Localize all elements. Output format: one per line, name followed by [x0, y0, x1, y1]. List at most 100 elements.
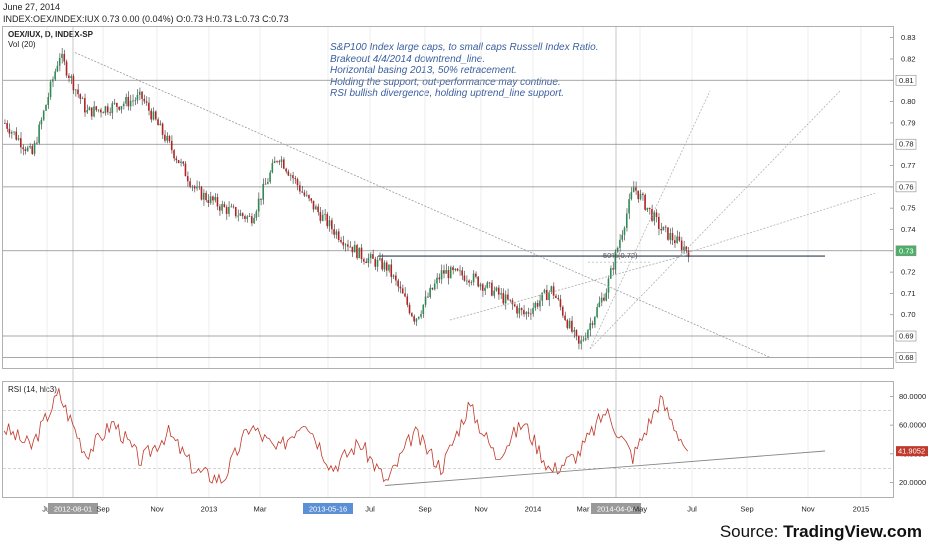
- price-pane[interactable]: [2, 26, 894, 369]
- candle-body: [589, 323, 591, 331]
- candle-body: [561, 306, 564, 316]
- candle-body: [205, 192, 207, 201]
- candle-body: [81, 98, 84, 99]
- time-axis-label: Jul: [42, 505, 52, 514]
- candle-body: [472, 273, 475, 283]
- candle-body: [388, 264, 390, 271]
- note-line: Brakeout 4/4/2014 downtrend_line.: [330, 53, 486, 65]
- price-tick-label: 0.83: [901, 33, 916, 42]
- candle-body: [680, 240, 683, 250]
- candle-body: [152, 111, 155, 120]
- candle-body: [511, 300, 514, 305]
- candle-body: [15, 131, 18, 140]
- time-axis-label: 2013: [201, 505, 218, 514]
- candle-body: [685, 246, 688, 251]
- candle-body: [525, 312, 527, 315]
- candle-body: [122, 103, 125, 107]
- candle-body: [260, 198, 262, 200]
- candle-body: [406, 296, 409, 305]
- candle-body: [655, 212, 658, 217]
- candle-body: [127, 96, 130, 107]
- candle-body: [212, 196, 214, 201]
- candle-body: [228, 206, 230, 214]
- candle-body: [276, 161, 278, 162]
- time-axis-label: Nov: [150, 505, 164, 514]
- candle-body: [493, 290, 495, 296]
- candle-body: [587, 330, 589, 339]
- candle-body: [552, 286, 555, 296]
- candle-body: [308, 195, 310, 199]
- candle-body: [369, 254, 372, 258]
- candle-body: [253, 217, 255, 224]
- candle-body: [582, 339, 585, 341]
- price-tick-label: 0.80: [901, 97, 916, 106]
- candle-body: [395, 275, 397, 281]
- candle-body: [653, 212, 656, 221]
- time-axis-label: 2014: [525, 505, 542, 514]
- candle-body: [609, 268, 612, 279]
- symbol-label: OEX/IUX, D, INDEX-SP: [8, 30, 93, 39]
- candle-body: [491, 282, 493, 296]
- candle-body: [63, 53, 66, 62]
- candle-body: [593, 316, 596, 325]
- candle-body: [619, 239, 621, 248]
- candle-body: [186, 176, 189, 182]
- candle-body: [374, 258, 377, 267]
- candle-body: [120, 106, 123, 110]
- candle-body: [584, 338, 587, 340]
- candle-body: [577, 335, 580, 344]
- candle-body: [310, 198, 313, 201]
- candle-body: [347, 244, 349, 247]
- candle-body: [431, 287, 434, 290]
- price-tick-label: 0.70: [901, 310, 916, 319]
- candle-body: [422, 304, 425, 314]
- candle-body: [671, 233, 674, 241]
- candle-body: [415, 318, 418, 322]
- candle-body: [559, 299, 562, 307]
- candle-body: [603, 297, 605, 301]
- candle-body: [420, 313, 422, 317]
- candle-body: [209, 196, 212, 203]
- candle-body: [330, 220, 333, 230]
- fan-line: [589, 90, 841, 350]
- candle-body: [344, 244, 347, 246]
- price-level-box: [895, 245, 917, 257]
- candle-body: [662, 226, 665, 231]
- candle-body: [257, 198, 260, 212]
- candle-body: [184, 163, 187, 177]
- candle-body: [621, 234, 624, 240]
- candle-body: [4, 122, 6, 124]
- candle-body: [214, 197, 216, 201]
- candle-body: [363, 259, 365, 262]
- candle-body: [241, 213, 244, 217]
- candle-body: [159, 123, 162, 126]
- candle-body: [486, 282, 489, 288]
- candle-body: [443, 270, 445, 274]
- header-quote: INDEX:OEX/INDEX:IUX 0.73 0.00 (0.04%) O:…: [3, 14, 289, 24]
- candle-body: [520, 308, 523, 311]
- price-tick-label: 0.79: [901, 118, 916, 127]
- price-level-box: [895, 74, 917, 86]
- candle-body: [324, 214, 326, 215]
- candle-body: [413, 316, 415, 322]
- rsi-pane[interactable]: [2, 381, 894, 498]
- candle-body: [580, 340, 582, 344]
- candle-body: [38, 124, 40, 144]
- uptrend-line: [449, 253, 691, 321]
- candle-body: [246, 216, 248, 219]
- candle-body: [150, 110, 152, 120]
- candle-body: [532, 307, 534, 314]
- candle-body: [189, 181, 191, 187]
- candle-body: [56, 65, 59, 72]
- candle-body: [8, 128, 11, 134]
- candle-body: [138, 91, 141, 95]
- candle-body: [193, 186, 196, 189]
- candle-body: [436, 277, 438, 284]
- note-line: Horizontal basing 2013, 50% retracement.: [330, 65, 517, 76]
- candle-body: [500, 293, 502, 295]
- candle-body: [239, 213, 242, 216]
- header-date: June 27, 2014: [3, 2, 61, 12]
- price-level-label: 0.76: [899, 182, 914, 191]
- candle-body: [230, 206, 232, 208]
- candle-body: [317, 206, 319, 213]
